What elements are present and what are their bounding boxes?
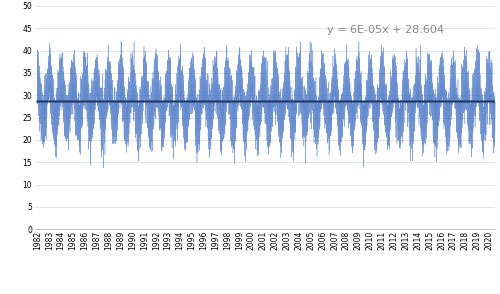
- Text: y = 6E-05x + 28.604: y = 6E-05x + 28.604: [327, 25, 444, 35]
